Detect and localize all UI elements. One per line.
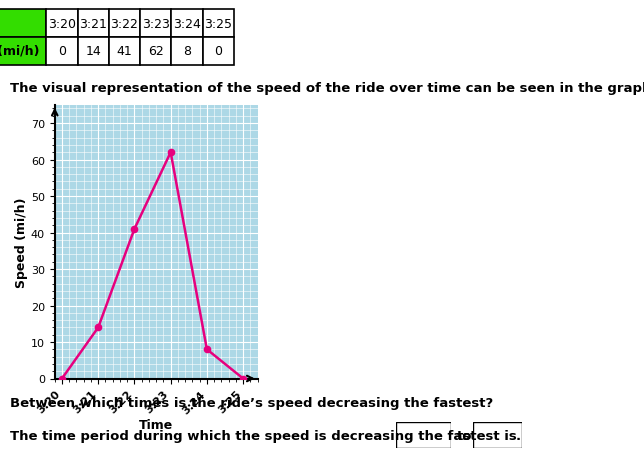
Text: .: .: [515, 430, 520, 442]
Text: to: to: [457, 430, 473, 442]
Text: The time period during which the speed is decreasing the fastest is: The time period during which the speed i…: [10, 430, 516, 442]
Text: The visual representation of the speed of the ride over time can be seen in the : The visual representation of the speed o…: [10, 82, 644, 95]
FancyBboxPatch shape: [396, 422, 451, 448]
X-axis label: Time: Time: [139, 418, 173, 431]
Text: Between which times is the ride’s speed decreasing the fastest?: Between which times is the ride’s speed …: [10, 397, 493, 409]
Y-axis label: Speed (mi/h): Speed (mi/h): [15, 197, 28, 287]
FancyBboxPatch shape: [473, 422, 522, 448]
